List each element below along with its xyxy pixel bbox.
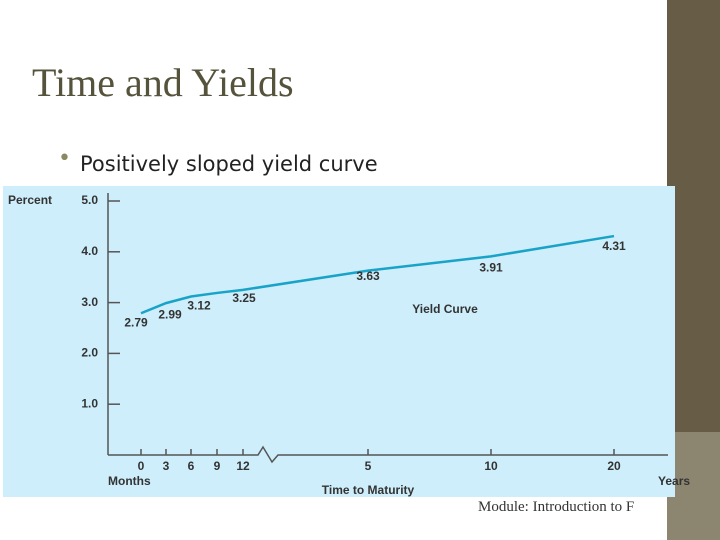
- x-unit-right: Years: [658, 474, 690, 488]
- y-tick-label: 1.0: [81, 396, 98, 410]
- x-tick-label: 10: [484, 459, 498, 473]
- yield-line: [140, 234, 615, 315]
- x-tick-label: 6: [188, 459, 195, 473]
- x-tick-label: 12: [236, 459, 250, 473]
- x-tick-label: 0: [138, 459, 145, 473]
- x-axis-label: Time to Maturity: [322, 483, 415, 497]
- data-label: 3.63: [356, 269, 380, 283]
- x-tick-label: 20: [607, 459, 621, 473]
- slide-title: Time and Yields: [32, 60, 294, 105]
- x-tick-label: 3: [163, 459, 170, 473]
- bullet-text: Positively sloped yield curve: [80, 152, 378, 176]
- bullet-dot: •: [58, 146, 71, 171]
- y-axis-label: Percent: [8, 193, 52, 207]
- footer: Module: Introduction to F: [478, 499, 634, 515]
- x-tick-label: 5: [365, 459, 372, 473]
- x-unit-left: Months: [108, 474, 151, 488]
- y-tick-label: 5.0: [81, 193, 98, 207]
- y-tick-label: 3.0: [81, 295, 98, 309]
- data-label: 2.99: [158, 307, 182, 321]
- x-axis: [108, 445, 668, 464]
- data-label: 3.91: [479, 261, 503, 275]
- side-band-lower: [667, 432, 720, 540]
- data-label: 4.31: [602, 239, 626, 253]
- x-tick-label: 9: [214, 459, 221, 473]
- chart-panel: [3, 186, 675, 497]
- chart: Percent Time to Maturity Months Years Yi…: [8, 193, 690, 497]
- data-label: 3.25: [232, 291, 256, 305]
- y-tick-label: 4.0: [81, 244, 98, 258]
- y-tick-label: 2.0: [81, 346, 98, 360]
- data-label: 2.79: [124, 315, 148, 329]
- annotation: Yield Curve: [412, 302, 478, 316]
- data-label: 3.12: [187, 299, 211, 313]
